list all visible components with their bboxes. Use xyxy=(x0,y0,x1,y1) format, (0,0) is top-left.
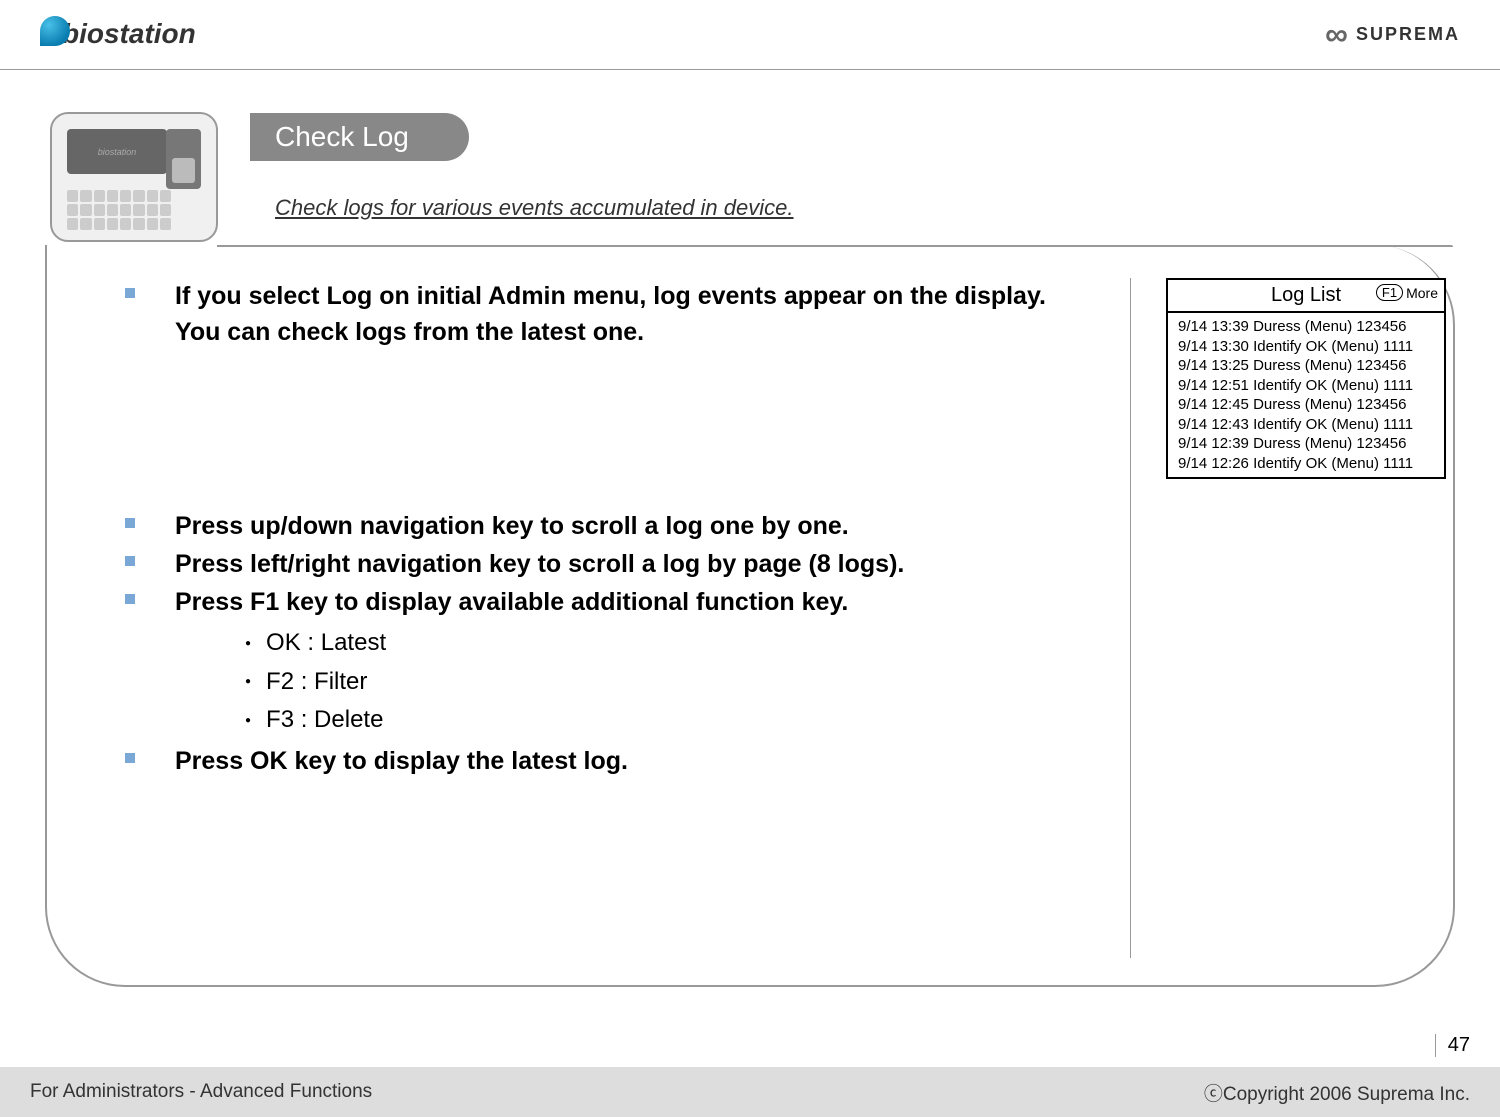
sub-item-1: OK : Latest xyxy=(245,624,1090,662)
fingerprint-sensor-icon xyxy=(166,129,201,189)
bullet-2-text: Press up/down navigation key to scroll a… xyxy=(175,508,849,544)
infinity-icon: ∞ xyxy=(1325,16,1348,53)
footer-left: For Administrators - Advanced Functions xyxy=(30,1081,372,1103)
device-keypad xyxy=(67,190,171,230)
log-list-panel: Log List F1 More 9/14 13:39 Duress (Menu… xyxy=(1166,278,1446,479)
square-bullet-icon xyxy=(125,753,135,763)
sub-list: OK : Latest F2 : Filter F3 : Delete xyxy=(245,624,1090,739)
log-row: 9/14 13:39 Duress (Menu) 123456 xyxy=(1168,317,1444,337)
log-header: Log List F1 More xyxy=(1168,280,1444,313)
sub-item-2: F2 : Filter xyxy=(245,663,1090,701)
log-body: 9/14 13:39 Duress (Menu) 123456 9/14 13:… xyxy=(1168,313,1444,477)
page-header: biostation ∞ SUPREMA xyxy=(0,0,1500,70)
subtitle: Check logs for various events accumulate… xyxy=(275,195,793,221)
log-title: Log List xyxy=(1271,284,1341,306)
log-row: 9/14 13:25 Duress (Menu) 123456 xyxy=(1168,356,1444,376)
logo-biostation: biostation xyxy=(40,18,196,51)
bullet-1-text: If you select Log on initial Admin menu,… xyxy=(175,278,1090,351)
main-content: If you select Log on initial Admin menu,… xyxy=(125,278,1440,958)
left-column: If you select Log on initial Admin menu,… xyxy=(125,278,1130,958)
logo-left-text: biostation xyxy=(62,18,196,49)
square-bullet-icon xyxy=(125,594,135,604)
square-bullet-icon xyxy=(125,556,135,566)
bullet-5-text: Press OK key to display the latest log. xyxy=(175,743,628,779)
page-number: 47 xyxy=(1435,1034,1470,1057)
right-column: Log List F1 More 9/14 13:39 Duress (Menu… xyxy=(1130,278,1440,958)
f1-key-icon: F1 xyxy=(1376,284,1403,301)
page-footer: For Administrators - Advanced Functions … xyxy=(0,1067,1500,1117)
device-screen: biostation xyxy=(67,129,167,174)
wifi-icon xyxy=(40,16,70,46)
sub-item-3: F3 : Delete xyxy=(245,701,1090,739)
logo-right-text: SUPREMA xyxy=(1356,24,1460,45)
log-row: 9/14 12:51 Identify OK (Menu) 1111 xyxy=(1168,376,1444,396)
title-pill: Check Log xyxy=(250,113,469,161)
log-row: 9/14 12:43 Identify OK (Menu) 1111 xyxy=(1168,415,1444,435)
bullet-1: If you select Log on initial Admin menu,… xyxy=(125,278,1090,351)
square-bullet-icon xyxy=(125,518,135,528)
logo-suprema: ∞ SUPREMA xyxy=(1325,16,1460,53)
bullet-3-text: Press left/right navigation key to scrol… xyxy=(175,546,904,582)
bullet-4: Press F1 key to display available additi… xyxy=(125,584,1090,620)
device-thumbnail: biostation xyxy=(50,112,218,242)
log-row: 9/14 12:45 Duress (Menu) 123456 xyxy=(1168,395,1444,415)
f1-more-badge: F1 More xyxy=(1376,284,1438,301)
square-bullet-icon xyxy=(125,288,135,298)
bullet-5: Press OK key to display the latest log. xyxy=(125,743,1090,779)
log-row: 9/14 13:30 Identify OK (Menu) 1111 xyxy=(1168,337,1444,357)
log-row: 9/14 12:26 Identify OK (Menu) 1111 xyxy=(1168,454,1444,474)
bullet-4-text: Press F1 key to display available additi… xyxy=(175,584,848,620)
footer-right: ⓒCopyright 2006 Suprema Inc. xyxy=(1204,1079,1470,1106)
log-row: 9/14 12:39 Duress (Menu) 123456 xyxy=(1168,434,1444,454)
more-label: More xyxy=(1406,285,1438,301)
bullet-3: Press left/right navigation key to scrol… xyxy=(125,546,1090,582)
title-bar: Check Log xyxy=(250,112,469,162)
bullet-2: Press up/down navigation key to scroll a… xyxy=(125,508,1090,544)
